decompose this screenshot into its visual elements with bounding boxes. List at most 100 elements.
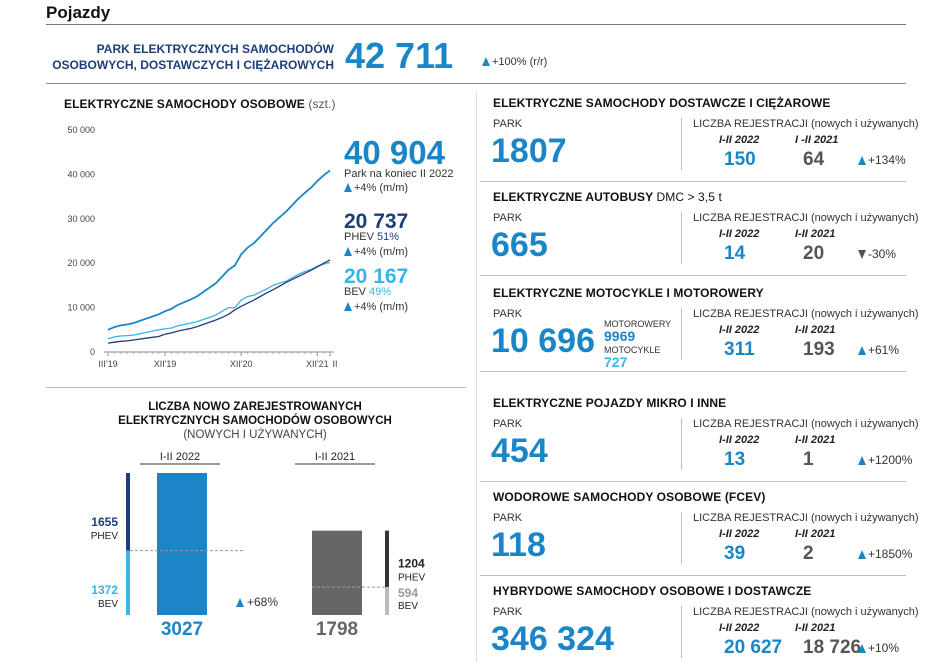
y-tick-label: 40 000 bbox=[67, 169, 95, 179]
reg-value-1: 311 bbox=[724, 339, 755, 360]
bev-2021-value: 594 bbox=[398, 586, 418, 600]
legend-phev-label-text: PHEV bbox=[344, 231, 374, 243]
legend-park-value: 40 904 bbox=[344, 134, 445, 171]
legend-bev-share: 49% bbox=[369, 286, 392, 298]
reg-change: -30% bbox=[858, 247, 896, 261]
card-title-text: ELEKTRYCZNE POJAZDY MIKRO I INNE bbox=[493, 396, 727, 410]
card-inner-divider bbox=[681, 308, 682, 360]
reg-value-2: 20 bbox=[803, 243, 825, 264]
card-title: HYBRYDOWE SAMOCHODY OSOBOWE I DOSTAWCZE bbox=[493, 584, 811, 598]
legend-bev-value: 20 167 bbox=[344, 265, 409, 288]
card-title-text: ELEKTRYCZNE SAMOCHODY DOSTAWCZE I CIĘŻAR… bbox=[493, 96, 831, 110]
reg-value-2: 193 bbox=[803, 339, 835, 360]
period-1: I-II 2022 bbox=[719, 622, 760, 634]
line-chart-title: ELEKTRYCZNE SAMOCHODY OSOBOWE (szt.) bbox=[64, 97, 336, 111]
left-mid-divider bbox=[46, 387, 466, 388]
legend-bev-label-text: BEV bbox=[344, 286, 367, 298]
bar-total-2021 bbox=[312, 530, 362, 615]
card-divider bbox=[480, 371, 906, 372]
bar-bev-2022 bbox=[126, 550, 130, 615]
legend-bev-label: BEV 49% bbox=[344, 286, 391, 298]
reg-value-2: 18 726 bbox=[803, 637, 862, 658]
legend-phev-change: +4% (m/m) bbox=[344, 246, 408, 258]
line-chart-unit: (szt.) bbox=[308, 97, 336, 111]
bar-phev-2022 bbox=[126, 473, 130, 551]
y-tick-label: 50 000 bbox=[67, 125, 95, 135]
x-tick-label: XII'20 bbox=[230, 359, 253, 369]
card-inner-divider bbox=[681, 418, 682, 470]
page-title: Pojazdy bbox=[46, 3, 111, 22]
reg-value-1: 39 bbox=[724, 543, 746, 564]
park-label: PARK bbox=[493, 512, 523, 524]
legend-phev-share: 51% bbox=[377, 231, 400, 243]
park-value: 10 696 bbox=[491, 322, 595, 360]
park-value: 1807 bbox=[491, 132, 567, 170]
reg-change-text: +134% bbox=[868, 153, 906, 167]
bev-2022-label: BEV bbox=[98, 599, 118, 610]
park-value: 118 bbox=[491, 526, 546, 564]
x-tick-label: XII'19 bbox=[154, 359, 177, 369]
period-1: I-II 2022 bbox=[719, 324, 760, 336]
legend-bev-change-text: +4% (m/m) bbox=[354, 301, 409, 313]
period-2: I-II 2021 bbox=[795, 228, 836, 240]
sub1-value: 9969 bbox=[604, 328, 636, 344]
up-arrow-icon bbox=[236, 598, 244, 607]
legend-park-change: +4% (m/m) bbox=[344, 182, 408, 194]
card-divider bbox=[480, 181, 906, 182]
y-tick-label: 20 000 bbox=[67, 258, 95, 268]
reg-change-text: +10% bbox=[868, 641, 900, 655]
bar-chart-title-line1: LICZBA NOWO ZAREJESTROWANYCH bbox=[148, 401, 362, 413]
park-value: 454 bbox=[491, 432, 548, 470]
line-chart-title-text: ELEKTRYCZNE SAMOCHODY OSOBOWE bbox=[64, 97, 305, 111]
reg-label: LICZBA REJESTRACJI (nowych i używanych) bbox=[693, 512, 919, 524]
period-1: I-II 2022 bbox=[719, 134, 760, 146]
card-title: ELEKTRYCZNE SAMOCHODY DOSTAWCZE I CIĘŻAR… bbox=[493, 96, 830, 110]
period-header-2022: I-II 2022 bbox=[160, 451, 200, 463]
up-arrow-icon bbox=[858, 156, 866, 165]
up-arrow-icon bbox=[858, 550, 866, 559]
park-series-line bbox=[107, 169, 331, 331]
down-arrow-icon bbox=[858, 250, 866, 259]
period-1: I-II 2022 bbox=[719, 528, 760, 540]
up-arrow-icon bbox=[344, 183, 352, 192]
up-arrow-icon bbox=[858, 644, 866, 653]
card-divider bbox=[480, 275, 906, 276]
y-tick-label: 10 000 bbox=[67, 303, 95, 313]
park-label: PARK bbox=[493, 118, 523, 130]
y-tick-label: 30 000 bbox=[67, 214, 95, 224]
reg-change-text: +61% bbox=[868, 343, 900, 357]
card-title-text: ELEKTRYCZNE AUTOBUSY bbox=[493, 190, 654, 204]
phev-2021-value: 1204 bbox=[398, 557, 425, 571]
card-subtitle: DMC > 3,5 t bbox=[656, 190, 722, 204]
park-label: PARK bbox=[493, 212, 523, 224]
park-label: PARK bbox=[493, 308, 523, 320]
reg-label: LICZBA REJESTRACJI (nowych i używanych) bbox=[693, 606, 919, 618]
bar-total-2022 bbox=[157, 473, 207, 615]
reg-change-text: +1850% bbox=[868, 547, 913, 561]
reg-change-text: +1200% bbox=[868, 453, 913, 467]
reg-change: +1850% bbox=[858, 547, 912, 561]
total-value: 42 711 bbox=[345, 35, 454, 76]
card-inner-divider bbox=[681, 606, 682, 658]
total-change: +100% (r/r) bbox=[482, 56, 547, 68]
phev-series-line bbox=[107, 259, 331, 344]
bar-chart-title-line2: ELEKTRYCZNYCH SAMOCHODÓW OSOBOWYCH bbox=[118, 415, 392, 427]
legend-park-change-text: +4% (m/m) bbox=[354, 182, 409, 194]
legend-phev-change-text: +4% (m/m) bbox=[354, 246, 409, 258]
period-2: I-II 2021 bbox=[795, 528, 836, 540]
total-2021-value: 1798 bbox=[316, 619, 358, 640]
x-tick-label: III'19 bbox=[98, 359, 117, 369]
park-value: 346 324 bbox=[491, 620, 614, 658]
card-inner-divider bbox=[681, 212, 682, 264]
card-inner-divider bbox=[681, 118, 682, 170]
period-2: I-II 2021 bbox=[795, 622, 836, 634]
sub2-label: MOTOCYKLE bbox=[604, 345, 661, 355]
phev-2021-label: PHEV bbox=[398, 573, 426, 584]
total-label-line2: OSOBOWYCH, DOSTAWCZYCH I CIĘŻAROWYCH bbox=[52, 58, 334, 72]
bar-phev-2021 bbox=[385, 530, 389, 588]
center-divider bbox=[476, 92, 477, 662]
legend-park-label: Park na koniec II 2022 bbox=[344, 168, 454, 180]
reg-change: +1200% bbox=[858, 453, 912, 467]
reg-change: +10% bbox=[858, 641, 899, 655]
period-1: I-II 2022 bbox=[719, 434, 760, 446]
